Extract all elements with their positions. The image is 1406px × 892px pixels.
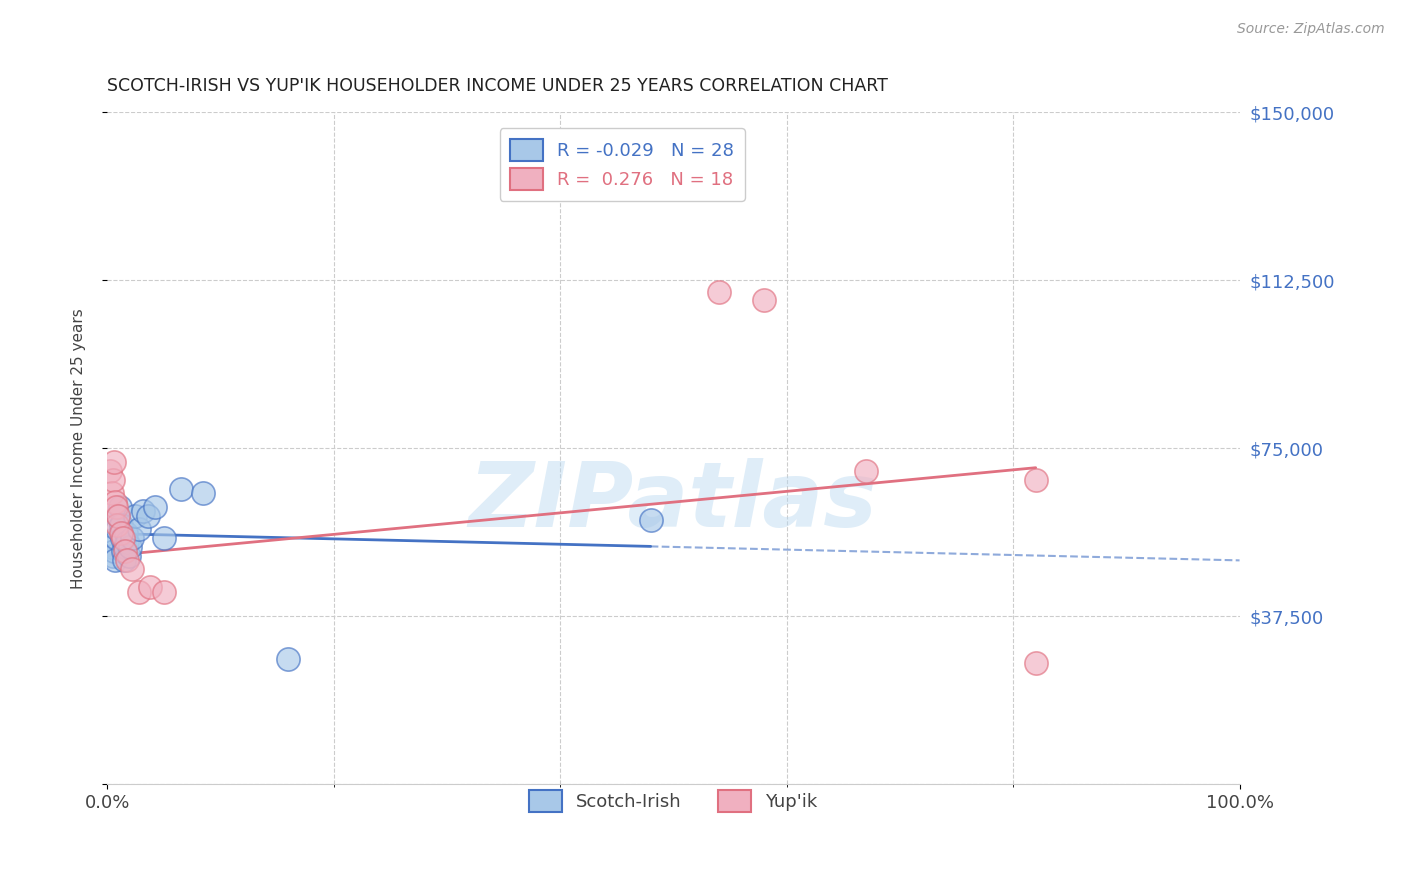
Point: [110, 517, 132, 532]
Point: [121, 531, 143, 545]
Point: [103, 544, 125, 558]
Point: [107, 508, 129, 523]
Point: [128, 522, 150, 536]
Text: Source: ZipAtlas.com: Source: ZipAtlas.com: [1237, 22, 1385, 37]
Point: [105, 522, 128, 536]
Point: [101, 549, 124, 563]
Point: [104, 495, 127, 509]
Y-axis label: Householder Income Under 25 years: Householder Income Under 25 years: [72, 308, 86, 589]
Point: [114, 544, 136, 558]
Point: [115, 526, 138, 541]
Point: [152, 531, 174, 545]
Text: ZIPatlas: ZIPatlas: [468, 458, 877, 546]
Point: [105, 517, 128, 532]
Point: [117, 535, 139, 549]
Point: [132, 504, 155, 518]
Point: [100, 486, 122, 500]
Point: [277, 652, 299, 666]
Point: [707, 285, 730, 299]
Point: [136, 508, 159, 523]
Point: [118, 540, 141, 554]
Point: [152, 584, 174, 599]
Point: [101, 473, 124, 487]
Point: [111, 531, 134, 545]
Point: [143, 500, 166, 514]
Point: [108, 500, 131, 514]
Point: [105, 500, 128, 514]
Point: [111, 531, 134, 545]
Point: [104, 553, 127, 567]
Point: [112, 553, 135, 567]
Point: [640, 513, 662, 527]
Point: [110, 526, 132, 541]
Point: [855, 464, 877, 478]
Point: [170, 482, 193, 496]
Point: [1025, 473, 1047, 487]
Point: [117, 553, 139, 567]
Point: [114, 540, 136, 554]
Point: [111, 544, 134, 558]
Point: [1025, 657, 1047, 671]
Point: [139, 580, 162, 594]
Point: [117, 549, 139, 563]
Point: [103, 455, 125, 469]
Point: [121, 562, 143, 576]
Point: [752, 293, 775, 308]
Point: [100, 540, 122, 554]
Point: [100, 464, 122, 478]
Point: [128, 584, 150, 599]
Point: [107, 508, 129, 523]
Legend: Scotch-Irish, Yup'ik: Scotch-Irish, Yup'ik: [519, 779, 828, 822]
Point: [105, 531, 128, 545]
Point: [193, 486, 215, 500]
Point: [124, 508, 146, 523]
Text: SCOTCH-IRISH VS YUP'IK HOUSEHOLDER INCOME UNDER 25 YEARS CORRELATION CHART: SCOTCH-IRISH VS YUP'IK HOUSEHOLDER INCOM…: [107, 78, 889, 95]
